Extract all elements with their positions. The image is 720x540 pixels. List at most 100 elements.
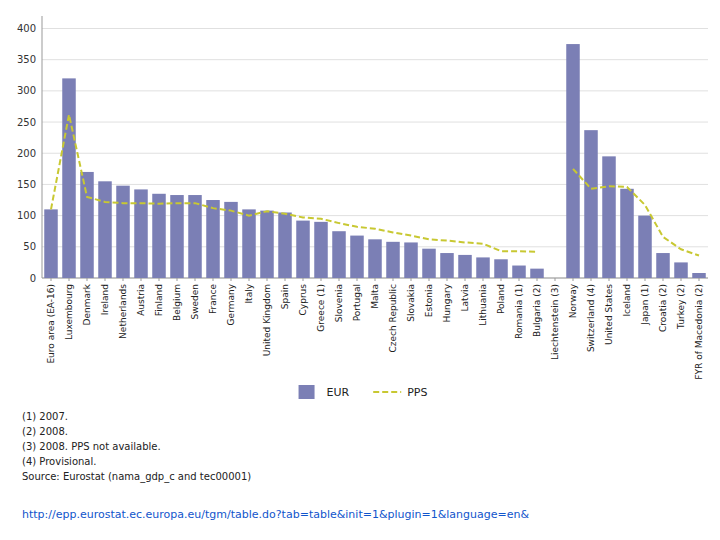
- legend-label: PPS: [407, 386, 427, 399]
- x-tick: [69, 278, 70, 281]
- x-tick: [285, 278, 286, 281]
- bar: [440, 253, 454, 278]
- bar: [548, 278, 562, 279]
- x-tick-label: Cyprus: [298, 284, 308, 316]
- x-tick: [483, 278, 484, 281]
- x-tick-label: Slovenia: [334, 284, 344, 322]
- bar: [566, 44, 580, 278]
- x-tick: [501, 278, 502, 281]
- x-tick-label: Iceland: [622, 284, 632, 317]
- legend-item: EUR: [299, 385, 350, 399]
- x-tick: [213, 278, 214, 281]
- x-tick: [447, 278, 448, 281]
- x-tick: [663, 278, 664, 281]
- x-tick: [627, 278, 628, 281]
- x-tick-label: Euro area (EA-16): [46, 284, 56, 364]
- bar: [116, 186, 130, 278]
- x-tick: [105, 278, 106, 281]
- x-tick-label: Belgium: [172, 284, 182, 321]
- legend: EUR PPS: [299, 385, 428, 399]
- x-tick-label: FYR of Macedonia (2): [694, 284, 704, 380]
- x-tick: [123, 278, 124, 281]
- bar: [62, 78, 76, 278]
- legend-swatch: [373, 391, 401, 393]
- bar: [386, 242, 400, 278]
- bar: [98, 181, 112, 278]
- x-tick-label: Netherlands: [118, 284, 128, 339]
- x-tick-label: Sweden: [190, 284, 200, 320]
- chart: 050100150200250300350400Euro area (EA-16…: [0, 0, 720, 540]
- x-tick-label: Norway: [568, 283, 578, 318]
- bar: [224, 202, 238, 278]
- footnote: (3) 2008. PPS not available.: [22, 441, 161, 452]
- x-tick-label: Estonia: [424, 284, 434, 317]
- bar: [494, 259, 508, 278]
- x-tick: [573, 278, 574, 281]
- x-tick-label: Turkey (2): [676, 284, 686, 330]
- x-tick: [177, 278, 178, 281]
- grid-line: [42, 28, 708, 29]
- bar: [80, 172, 94, 278]
- x-tick: [591, 278, 592, 281]
- bar: [656, 253, 670, 278]
- x-tick-label: Hungary: [442, 283, 452, 322]
- bar: [584, 130, 598, 278]
- bar: [188, 195, 202, 278]
- x-tick: [393, 278, 394, 281]
- y-axis-line: [42, 16, 43, 278]
- bar: [422, 249, 436, 278]
- y-tick-label: 400: [17, 23, 36, 34]
- bar: [692, 273, 706, 278]
- x-tick: [195, 278, 196, 281]
- url: http://epp.eurostat.ec.europa.eu/tgm/tab…: [22, 508, 529, 521]
- y-tick-label: 300: [17, 85, 36, 96]
- x-tick: [537, 278, 538, 281]
- bar: [674, 262, 688, 278]
- x-tick: [357, 278, 358, 281]
- x-tick: [609, 278, 610, 281]
- y-tick-label: 350: [17, 54, 36, 65]
- x-tick-label: Lithuania: [478, 284, 488, 326]
- x-tick: [51, 278, 52, 281]
- x-tick: [303, 278, 304, 281]
- x-tick-label: Poland: [496, 284, 506, 314]
- x-tick: [249, 278, 250, 281]
- x-tick-label: Slovakia: [406, 284, 416, 322]
- x-tick-label: Denmark: [82, 283, 92, 325]
- bar: [350, 236, 364, 278]
- x-tick: [645, 278, 646, 281]
- x-tick: [339, 278, 340, 281]
- x-tick: [681, 278, 682, 281]
- x-tick-label: France: [208, 284, 218, 314]
- x-tick: [87, 278, 88, 281]
- x-tick-label: Italy: [244, 283, 254, 303]
- x-tick-label: Ireland: [100, 284, 110, 315]
- legend-swatch: [299, 385, 315, 399]
- x-tick: [429, 278, 430, 281]
- bar: [278, 213, 292, 279]
- y-tick-label: 100: [17, 210, 36, 221]
- x-tick: [159, 278, 160, 281]
- x-tick-label: Liechtenstein (3): [550, 284, 560, 360]
- x-tick-label: Austria: [136, 284, 146, 316]
- x-tick-label: United States: [604, 284, 614, 345]
- grid-line: [42, 122, 708, 123]
- bar: [476, 257, 490, 278]
- x-tick-label: Germany: [226, 283, 236, 325]
- legend-item: PPS: [373, 386, 427, 399]
- grid: [42, 28, 708, 278]
- x-tick-label: Spain: [280, 284, 290, 309]
- x-tick-label: Japan (1): [640, 284, 650, 326]
- footnote: Source: Eurostat (nama_gdp_c and tec0000…: [22, 471, 251, 483]
- x-tick: [267, 278, 268, 281]
- x-tick-label: United Kingdom: [262, 284, 272, 356]
- bar: [44, 209, 58, 278]
- bar: [296, 221, 310, 278]
- bar: [170, 195, 184, 278]
- x-tick-label: Croatia (2): [658, 284, 668, 332]
- bar: [512, 266, 526, 278]
- bar: [260, 211, 274, 278]
- bar: [404, 242, 418, 278]
- x-tick-label: Portugal: [352, 284, 362, 321]
- x-tick: [321, 278, 322, 281]
